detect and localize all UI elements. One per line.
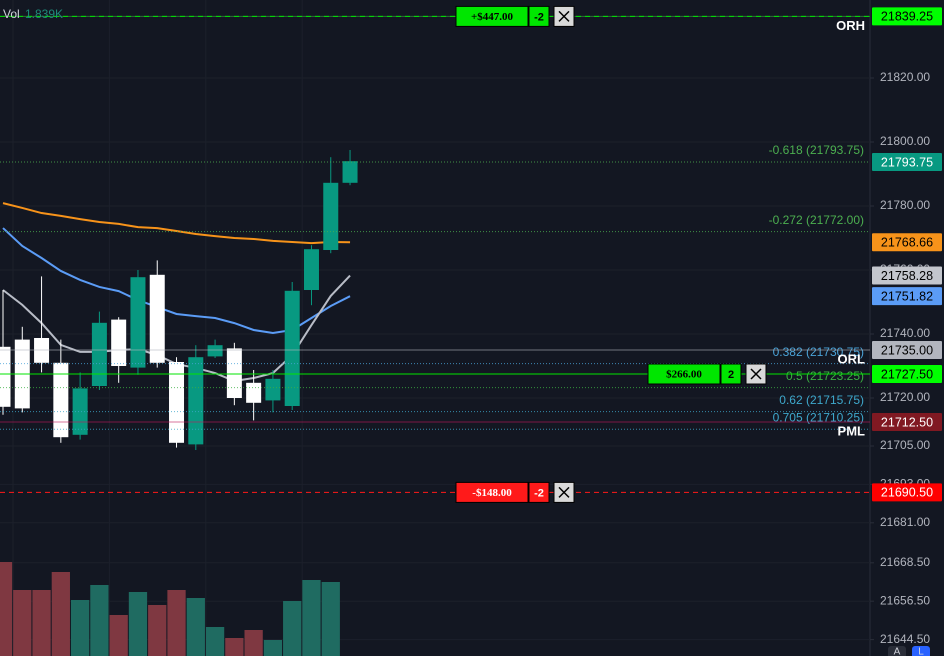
candle-body <box>226 348 242 398</box>
y-tick-label: 21720.00 <box>880 390 930 404</box>
y-tick-label: 21668.50 <box>880 555 930 569</box>
scale-button-label: A <box>894 647 901 656</box>
y-tick-label: 21705.00 <box>880 438 930 452</box>
y-tick-label: 21644.50 <box>880 632 930 646</box>
fib-label: 0.705 (21710.25) <box>773 410 864 424</box>
volume-bar <box>51 572 70 656</box>
price-tag <box>872 341 942 359</box>
price-tag-label: 21751.82 <box>881 289 933 303</box>
candle-body <box>91 322 107 386</box>
volume-bar <box>321 582 340 656</box>
price-tag-label: 21768.66 <box>881 236 933 250</box>
candle-body <box>149 274 165 363</box>
candle-body <box>111 319 127 366</box>
order-qty: -2 <box>534 11 544 23</box>
candle-body <box>284 290 300 406</box>
volume-bar <box>205 627 225 656</box>
volume-bar <box>70 600 90 656</box>
volume-value: 1.839K <box>25 7 63 21</box>
order-qty-box <box>528 5 550 27</box>
y-tick-label: 21740.00 <box>880 326 930 340</box>
scale-button[interactable] <box>888 646 906 656</box>
volume-bar <box>0 562 13 656</box>
price-tag-label: 21793.75 <box>881 155 933 169</box>
volume-bar <box>244 630 263 656</box>
volume-title: Vol <box>3 7 20 21</box>
order-qty: 2 <box>728 369 734 381</box>
y-tick-label: 21656.50 <box>880 593 930 607</box>
order-pnl: +$447.00 <box>471 11 514 23</box>
order-qty-box <box>720 363 742 385</box>
volume-bar <box>32 590 51 656</box>
fib-label: 0.5 (21723.25) <box>786 369 864 383</box>
volume-bar <box>263 640 283 656</box>
scale-button-label: L <box>918 647 924 656</box>
volume-bar <box>128 592 148 656</box>
fib-label: -0.618 (21793.75) <box>769 143 864 157</box>
candle-body <box>130 277 146 368</box>
candle-body <box>72 388 88 435</box>
volume-bar <box>167 590 186 656</box>
price-tag-label: 21690.50 <box>881 486 933 500</box>
price-tag <box>872 7 942 26</box>
volume-bar <box>302 580 321 656</box>
volume-bar <box>283 601 302 656</box>
volume-bar <box>13 590 32 656</box>
key-level-label: PML <box>838 423 866 438</box>
volume-bar <box>186 598 205 656</box>
candle-body <box>53 362 69 438</box>
price-tag <box>872 233 942 252</box>
candle-body <box>342 161 358 183</box>
price-tag-label: 21758.28 <box>881 269 933 283</box>
scale-button[interactable] <box>912 646 930 656</box>
candle-body <box>303 249 319 290</box>
y-tick-label: 21820.00 <box>880 70 930 84</box>
candle-body <box>246 382 262 403</box>
order-cancel-icon <box>750 368 762 380</box>
volume-bar <box>90 585 109 656</box>
price-tag <box>872 287 942 306</box>
price-tag-label: 21735.00 <box>881 343 933 357</box>
price-tag-label: 21839.25 <box>881 10 933 24</box>
volume-bar <box>225 638 244 656</box>
candle-body <box>0 346 11 407</box>
price-tag <box>872 266 942 285</box>
candle-body <box>265 378 281 401</box>
y-tick-label: 21800.00 <box>880 134 930 148</box>
volume-bar <box>148 605 167 656</box>
y-tick-label: 21780.00 <box>880 198 930 212</box>
order-pnl: -$148.00 <box>472 487 512 499</box>
y-tick-label: 21681.00 <box>880 515 930 529</box>
fib-label: 0.382 (21730.75) <box>773 345 864 359</box>
price-tag <box>872 483 942 502</box>
candle-body <box>188 357 204 445</box>
fib-label: -0.272 (21772.00) <box>769 213 864 227</box>
candle-body <box>169 362 185 443</box>
price-tag <box>872 153 942 171</box>
order-pnl-box <box>455 5 529 27</box>
order-pnl: $266.00 <box>666 369 702 381</box>
price-tag <box>872 365 942 383</box>
order-cancel-icon <box>558 10 570 22</box>
key-level-label: ORL <box>838 351 866 366</box>
indicator-line <box>2 202 351 245</box>
price-tag <box>872 413 942 431</box>
order-pnl-box <box>455 481 529 503</box>
price-tag-label: 21727.50 <box>881 367 933 381</box>
candle-body <box>323 182 339 250</box>
key-level-label: ORH <box>836 18 865 33</box>
candle-body <box>207 345 223 357</box>
order-qty-box <box>528 481 550 503</box>
fib-label: 0.62 (21715.75) <box>779 393 864 407</box>
volume-bar <box>109 615 128 656</box>
order-qty: -2 <box>534 487 544 499</box>
price-tag-label: 21712.50 <box>881 415 933 429</box>
order-cancel-icon <box>558 486 570 498</box>
order-pnl-box <box>647 363 721 385</box>
